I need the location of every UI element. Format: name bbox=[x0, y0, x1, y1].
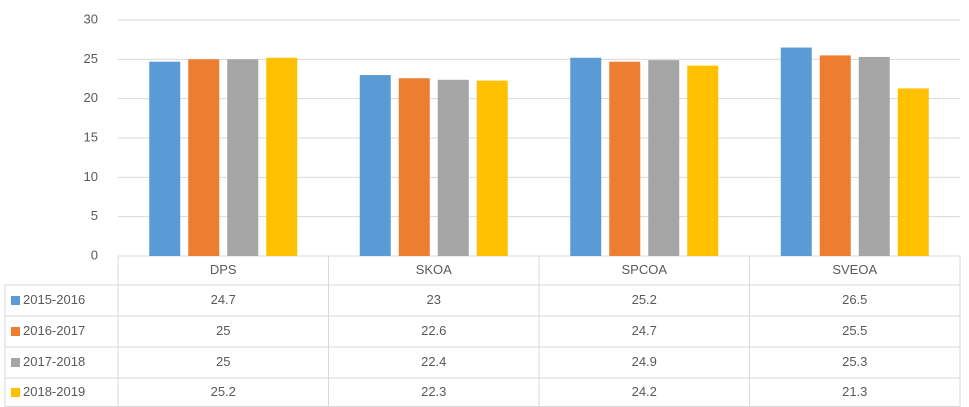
legend-label: 2016-2017 bbox=[23, 323, 85, 338]
legend-label: 2017-2018 bbox=[23, 354, 85, 369]
legend-label: 2015-2016 bbox=[23, 292, 85, 307]
bar bbox=[398, 78, 430, 256]
x-tick-label: SKOA bbox=[416, 262, 452, 277]
table-cell: 25.5 bbox=[842, 323, 867, 338]
bar bbox=[819, 55, 851, 257]
bar bbox=[266, 57, 298, 257]
bar bbox=[780, 47, 812, 257]
y-tick-label: 10 bbox=[84, 169, 98, 184]
table-cell: 24.7 bbox=[632, 323, 657, 338]
table-cell: 22.3 bbox=[421, 384, 446, 399]
x-tick-label: DPS bbox=[210, 262, 237, 277]
bar bbox=[858, 56, 890, 257]
table-cell: 26.5 bbox=[842, 292, 867, 307]
table-cell: 22.6 bbox=[421, 323, 446, 338]
x-tick-label: SPCOA bbox=[621, 262, 667, 277]
table-cell: 25.2 bbox=[211, 384, 236, 399]
bar bbox=[437, 79, 469, 256]
table-cell: 25.2 bbox=[632, 292, 657, 307]
table-cell: 25 bbox=[216, 323, 230, 338]
bar bbox=[149, 61, 181, 257]
bar bbox=[897, 88, 929, 256]
legend-label: 2018-2019 bbox=[23, 384, 85, 399]
bar bbox=[476, 80, 508, 256]
table-cell: 25 bbox=[216, 354, 230, 369]
y-tick-label: 25 bbox=[84, 51, 98, 66]
y-tick-label: 0 bbox=[91, 247, 98, 262]
x-tick-label: SVEOA bbox=[832, 262, 877, 277]
bar bbox=[609, 61, 641, 257]
table-cell: 22.4 bbox=[421, 354, 446, 369]
table-cell: 24.2 bbox=[632, 384, 657, 399]
bar bbox=[648, 60, 680, 257]
y-tick-label: 5 bbox=[91, 208, 98, 223]
legend-swatch bbox=[11, 296, 20, 305]
y-tick-label: 30 bbox=[84, 11, 98, 26]
table-cell: 21.3 bbox=[842, 384, 867, 399]
legend-swatch bbox=[11, 327, 20, 336]
legend-swatch bbox=[11, 358, 20, 367]
bar bbox=[359, 75, 391, 256]
legend-swatch bbox=[11, 388, 20, 397]
table-cell: 24.9 bbox=[632, 354, 657, 369]
bar bbox=[687, 65, 719, 256]
bar bbox=[188, 59, 220, 257]
y-tick-label: 20 bbox=[84, 90, 98, 105]
y-tick-label: 15 bbox=[84, 129, 98, 144]
bar bbox=[227, 59, 259, 257]
table-cell: 24.7 bbox=[211, 292, 236, 307]
table-cell: 25.3 bbox=[842, 354, 867, 369]
bar bbox=[570, 57, 602, 257]
table-cell: 23 bbox=[427, 292, 441, 307]
